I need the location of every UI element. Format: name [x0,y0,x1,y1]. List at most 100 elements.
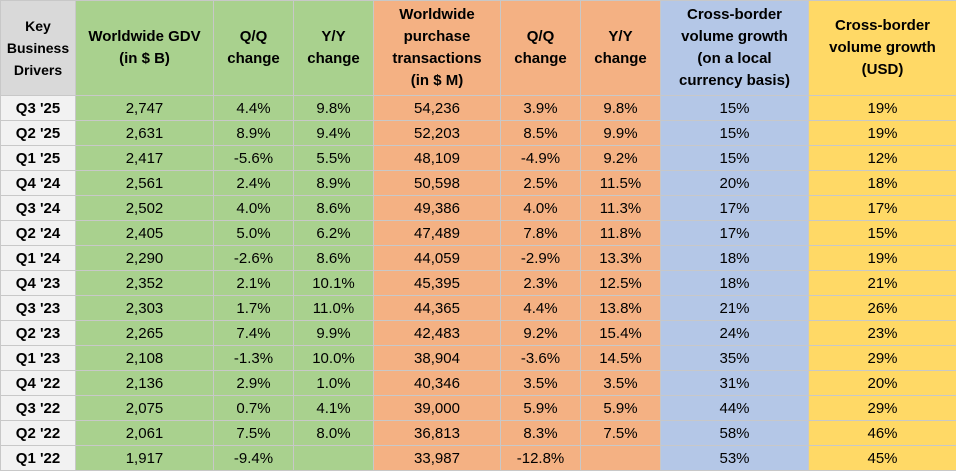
cell-text: Q3 '24 [15,199,61,217]
table-cell: 19% [808,120,956,146]
table-cell: 15% [660,120,809,146]
cell-text: Q2 '24 [15,224,61,242]
cell-text: 29% [867,349,898,367]
cell-text: 42,483 [414,324,460,342]
table-cell: 2,502 [75,195,214,221]
cell-text: 10.1% [312,274,355,292]
cell-text: 2,303 [125,299,164,317]
cell-text: -2.6% [233,249,274,267]
cell-text: Q4 '23 [15,274,61,292]
cell-text: 18% [719,249,750,267]
table-cell: 48,109 [373,145,501,171]
table-cell: 33,987 [373,445,501,471]
cell-text: 54,236 [414,99,460,117]
table-row: Q4 '22 2,136 2.9% 1.0% 40,346 3.5% 3.5% 31% 20% [0,370,956,396]
cell-text: 2,502 [125,199,164,217]
table-cell: 47,489 [373,220,501,246]
cell-text: 6.2% [316,224,351,242]
header-line: Q/Q [526,28,555,45]
cell-text: 7.5% [603,424,638,442]
table-cell: 9.9% [580,120,661,146]
row-label: Q1 '22 [0,445,76,471]
header-line: (in $ M) [410,72,464,89]
cell-text: 8.5% [523,124,558,142]
cell-text: 9.4% [316,124,351,142]
table-cell: 2,061 [75,420,214,446]
cell-text: 2,108 [125,349,164,367]
cell-text: 9.8% [603,99,638,117]
table-cell: 45,395 [373,270,501,296]
table-cell: 2,136 [75,370,214,396]
cell-text: 48,109 [414,149,460,167]
table-cell: 44% [660,395,809,421]
column-header: Worldwide GDV (in $ B) [75,0,214,96]
column-header: Cross-border volume growth (on a local curr… [660,0,809,96]
table-cell: -2.6% [213,245,294,271]
column-header: Q/Q change [213,0,294,96]
table-cell: 4.0% [213,195,294,221]
cell-text: 2,290 [125,249,164,267]
table-cell: 17% [660,220,809,246]
cell-text: 4.4% [236,99,271,117]
header-line: Y/Y [608,28,633,45]
column-header: Y/Y change [580,0,661,96]
cell-text: 4.0% [236,199,271,217]
cell-text: 2,136 [125,374,164,392]
table-row: Q4 '23 2,352 2.1% 10.1% 45,395 2.3% 12.5% 18% 21… [0,270,956,296]
cell-text: 24% [719,324,750,342]
table-row: Q2 '24 2,405 5.0% 6.2% 47,489 7.8% 11.8% 17% 15% [0,220,956,246]
cell-text: 9.9% [316,324,351,342]
cell-text: -1.3% [233,349,274,367]
table-cell: -9.4% [213,445,294,471]
column-header: Q/Q change [500,0,581,96]
table-row: Q3 '24 2,502 4.0% 8.6% 49,386 4.0% 11.3% 17% 17% [0,195,956,221]
table-cell: 2,417 [75,145,214,171]
cell-text: -5.6% [233,149,274,167]
table-cell: 49,386 [373,195,501,221]
table-body: Q3 '25 2,747 4.4% 9.8% 54,236 3.9% 9.8% 15% 19% Q… [0,95,956,471]
table-cell: 36,813 [373,420,501,446]
table-cell: 15% [660,145,809,171]
table-cell: 53% [660,445,809,471]
header-line: Worldwide [399,6,475,23]
cell-text: Q2 '25 [15,124,61,142]
cell-text: 15.4% [599,324,642,342]
cell-text: 7.8% [523,224,558,242]
table-row: Q3 '22 2,075 0.7% 4.1% 39,000 5.9% 5.9% 44% 29% [0,395,956,421]
cell-text: 5.9% [523,399,558,417]
cell-text: 5.0% [236,224,271,242]
table-cell: 14.5% [580,345,661,371]
cell-text: 7.4% [236,324,271,342]
table-cell: 2,303 [75,295,214,321]
table-row: Q1 '25 2,417 -5.6% 5.5% 48,109 -4.9% 9.2% 15% 12… [0,145,956,171]
table-cell: 8.9% [293,170,374,196]
cell-text: 2.3% [523,274,558,292]
cell-text: 12.5% [599,274,642,292]
table-cell: 19% [808,245,956,271]
row-label: Q1 '24 [0,245,76,271]
header-line: purchase [403,28,471,45]
table-cell: 2,075 [75,395,214,421]
table-cell: 12% [808,145,956,171]
cell-text: 8.6% [316,199,351,217]
cell-text: 20% [867,374,898,392]
header-line: (on a local [697,50,772,67]
header-line: Cross-border [686,6,783,23]
cell-text: 45,395 [414,274,460,292]
table-cell: 2,290 [75,245,214,271]
cell-text: 13.3% [599,249,642,267]
table-cell: 29% [808,345,956,371]
cell-text: 18% [719,274,750,292]
cell-text: Q1 '22 [15,449,61,467]
table-cell: 5.5% [293,145,374,171]
table-cell: 42,483 [373,320,501,346]
table-cell: 4.1% [293,395,374,421]
cell-text: 11.3% [599,199,642,217]
table-cell: 23% [808,320,956,346]
table-cell: 4.4% [500,295,581,321]
table-cell: 4.4% [213,95,294,121]
cell-text: 15% [867,224,898,242]
table-cell: 9.8% [293,95,374,121]
